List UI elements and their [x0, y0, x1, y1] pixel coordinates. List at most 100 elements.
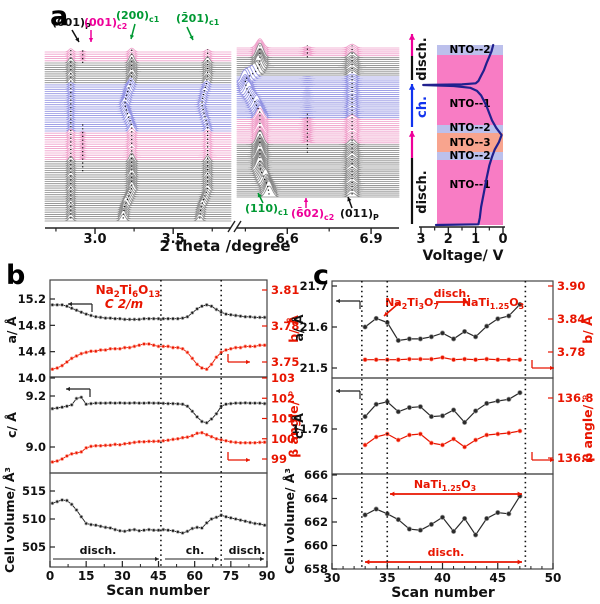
svg-text:60: 60 — [186, 569, 203, 583]
panel-b-lattice: 14.0 14.4 14.8 15.2 a/ Å 3.75 3.78 3.81 b/ Å Na2T… — [2, 279, 301, 599]
svg-text:a/ Å: a/ Å — [4, 316, 19, 343]
cycle-direction-arrows: disch. ch. disch. — [408, 34, 430, 224]
svg-text:β angle/ °: β angle/ ° — [286, 390, 301, 458]
svg-text:3.78: 3.78 — [271, 319, 299, 333]
svg-text:9.2: 9.2 — [26, 389, 46, 403]
svg-text:662: 662 — [304, 515, 328, 529]
svg-text:Na2Ti3O7: Na2Ti3O7 — [385, 296, 439, 311]
svg-text:2 theta /degree: 2 theta /degree — [159, 237, 290, 255]
svg-text:disch.: disch. — [415, 170, 430, 213]
svg-text:NTO--1: NTO--1 — [449, 98, 490, 110]
svg-text:3: 3 — [416, 232, 425, 247]
svg-text:9.0: 9.0 — [26, 440, 46, 454]
svg-text:35: 35 — [379, 571, 396, 585]
svg-text:Na2Ti6O13: Na2Ti6O13 — [96, 283, 161, 300]
svg-text:40: 40 — [434, 571, 451, 585]
svg-text:660: 660 — [304, 539, 328, 553]
xrd-left-waterfall — [44, 47, 232, 222]
svg-text:disch.: disch. — [434, 287, 471, 300]
panel-c-letter: c — [313, 260, 330, 291]
svg-text:45: 45 — [489, 571, 506, 585]
svg-text:3.75: 3.75 — [271, 355, 299, 369]
svg-text:b/ Å: b/ Å — [286, 315, 301, 343]
svg-text:NTO--2: NTO--2 — [449, 150, 490, 162]
svg-text:NTO--3: NTO--3 — [449, 137, 490, 149]
svg-text:b/ Å: b/ Å — [580, 316, 595, 344]
svg-text:ch.: ch. — [415, 96, 430, 118]
svg-text:disch.: disch. — [415, 37, 430, 80]
svg-text:11.76: 11.76 — [292, 422, 328, 436]
svg-text:c/ Å: c/ Å — [4, 412, 19, 438]
svg-text:664: 664 — [304, 492, 328, 506]
svg-text:3.5: 3.5 — [162, 232, 185, 247]
svg-text:50: 50 — [545, 571, 562, 585]
panel-b-lattice-subplot-3: 505 510 515 Cell volume/ Å³ disch. ch. disch. — [2, 467, 268, 573]
svg-text:666: 666 — [304, 468, 328, 482]
svg-text:3.0: 3.0 — [84, 232, 107, 247]
svg-text:510: 510 — [22, 512, 46, 526]
svg-text:21.6: 21.6 — [300, 320, 328, 334]
svg-text:45: 45 — [150, 569, 167, 583]
panel-a-letter: a — [50, 1, 69, 32]
svg-text:14.8: 14.8 — [18, 318, 46, 332]
svg-text:15.2: 15.2 — [18, 292, 46, 306]
svg-text:NaTi1.25O3: NaTi1.25O3 — [462, 296, 524, 311]
svg-text:NaTi1.25O3: NaTi1.25O3 — [414, 478, 476, 493]
svg-text:515: 515 — [22, 484, 46, 498]
svg-text:6.6: 6.6 — [276, 232, 299, 247]
svg-text:NTO--1: NTO--1 — [449, 179, 490, 191]
svg-text:ch.: ch. — [186, 544, 205, 557]
svg-text:(001)c2: (001)c2 — [84, 16, 127, 31]
svg-text:NTO--2: NTO--2 — [449, 122, 490, 134]
svg-text:6.9: 6.9 — [360, 232, 383, 247]
svg-text:21.7: 21.7 — [300, 279, 328, 293]
svg-text:disch.: disch. — [229, 544, 266, 557]
panel-c-lattice: 21.5 21.6 21.7 a/ Å 3.78 3.84 3.90 b/ Å Na2Ti3O7… — [282, 279, 595, 601]
svg-text:14.4: 14.4 — [18, 345, 46, 359]
svg-text:3.84: 3.84 — [557, 312, 585, 326]
svg-text:Cell volume/ Å³: Cell volume/ Å³ — [2, 467, 17, 573]
svg-text:NTO--2: NTO--2 — [449, 44, 490, 56]
svg-text:0: 0 — [498, 232, 507, 247]
svg-text:(6̄02)c2: (6̄02)c2 — [291, 207, 334, 222]
svg-text:(001)P: (001)P — [52, 16, 91, 31]
xrd-right-waterfall — [236, 38, 400, 198]
svg-text:(110)c1: (110)c1 — [245, 202, 288, 217]
panel-c-lattice-subplot-2: 11.76c/ Å 136.2 136.8β angle/ ° — [291, 377, 595, 475]
svg-text:3.90: 3.90 — [557, 279, 585, 293]
svg-text:136.2: 136.2 — [557, 451, 593, 465]
svg-text:β angle/ °: β angle/ ° — [580, 394, 595, 462]
svg-text:a/ Å: a/ Å — [291, 314, 306, 341]
svg-text:(2̄01)c1: (2̄01)c1 — [176, 12, 219, 27]
svg-text:103: 103 — [271, 371, 295, 385]
panel-a-chart: (001)P(001)c2(200)c1 (2̄01)c1 (110)c1 (6̄02… — [44, 9, 508, 264]
svg-text:30: 30 — [114, 569, 131, 583]
svg-text:75: 75 — [222, 569, 239, 583]
svg-text:Voltage/ V: Voltage/ V — [423, 248, 504, 264]
svg-text:136.8: 136.8 — [557, 391, 593, 405]
svg-text:2: 2 — [444, 232, 453, 247]
svg-text:0: 0 — [46, 569, 54, 583]
svg-text:21.5: 21.5 — [300, 361, 328, 375]
svg-text:3.78: 3.78 — [557, 345, 585, 359]
svg-text:(011)P: (011)P — [340, 207, 379, 222]
svg-text:3.81: 3.81 — [271, 283, 299, 297]
svg-text:disch.: disch. — [80, 544, 117, 557]
svg-text:14.0: 14.0 — [18, 371, 46, 385]
svg-text:505: 505 — [22, 540, 46, 554]
svg-text:C 2/m: C 2/m — [105, 297, 143, 311]
svg-text:Scan number: Scan number — [106, 583, 210, 599]
svg-text:101: 101 — [271, 412, 295, 426]
panel-c-lattice-subplot-1: 21.5 21.6 21.7 a/ Å 3.78 3.84 3.90 b/ Å Na2Ti3O7… — [291, 279, 595, 379]
panel-b-lattice-subplot-1: 14.0 14.4 14.8 15.2 a/ Å 3.75 3.78 3.81 b/ Å Na2T… — [4, 279, 301, 385]
svg-text:99: 99 — [271, 452, 287, 466]
svg-text:90: 90 — [259, 569, 276, 583]
svg-text:15: 15 — [78, 569, 95, 583]
panel-b-lattice-subplot-2: 9.0 9.2 c/ Å 99 100 101 102 103 β angle/ ° — [4, 371, 301, 474]
svg-text:disch.: disch. — [428, 546, 465, 559]
svg-text:(200)c1: (200)c1 — [116, 9, 159, 24]
svg-text:Cell volume/ Å³: Cell volume/ Å³ — [282, 468, 297, 574]
